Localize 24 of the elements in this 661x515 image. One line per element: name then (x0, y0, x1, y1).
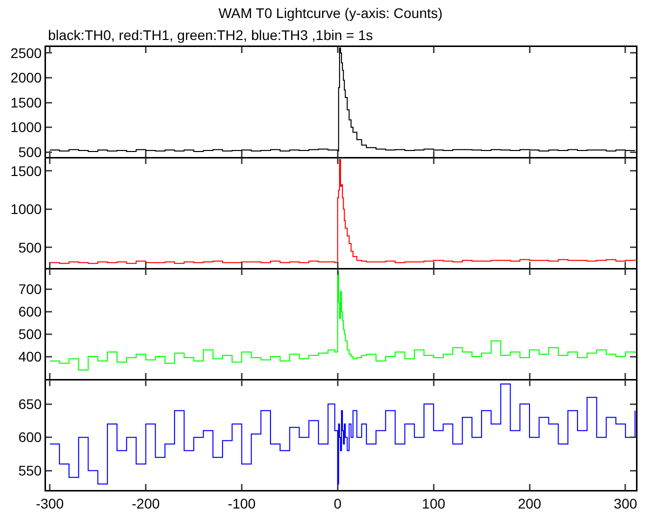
y-tick-label: 700 (18, 281, 42, 298)
x-tick-label: -300 (36, 495, 64, 512)
y-tick-label: 600 (18, 429, 42, 446)
x-tick-label: 0 (334, 495, 342, 512)
y-tick-label: 500 (18, 144, 42, 160)
y-tick-label: 1000 (10, 119, 42, 136)
x-tick-label: 200 (518, 495, 542, 512)
x-tick-label: 100 (422, 495, 446, 512)
y-tick-label: 1500 (10, 94, 42, 110)
y-tick-label: 1500 (10, 162, 42, 179)
chart-subtitle: black:TH0, red:TH1, green:TH2, blue:TH3 ,1bin = 1s (48, 27, 373, 43)
y-tick-label: 550 (18, 462, 42, 479)
y-tick-label: 1000 (10, 201, 42, 218)
y-tick-label: 2000 (10, 70, 42, 86)
y-tick-label: 2500 (10, 44, 42, 61)
y-tick-label: 400 (18, 348, 42, 364)
y-tick-label: 600 (18, 304, 42, 320)
x-tick-label: 300 (614, 495, 638, 512)
y-tick-label: 500 (18, 326, 42, 342)
chart-title: WAM T0 Lightcurve (y-axis: Counts) (218, 4, 443, 21)
x-tick-label: -100 (228, 495, 256, 512)
y-tick-label: 500 (18, 239, 42, 256)
y-tick-label: 650 (18, 396, 42, 412)
x-tick-label: -200 (132, 495, 160, 512)
